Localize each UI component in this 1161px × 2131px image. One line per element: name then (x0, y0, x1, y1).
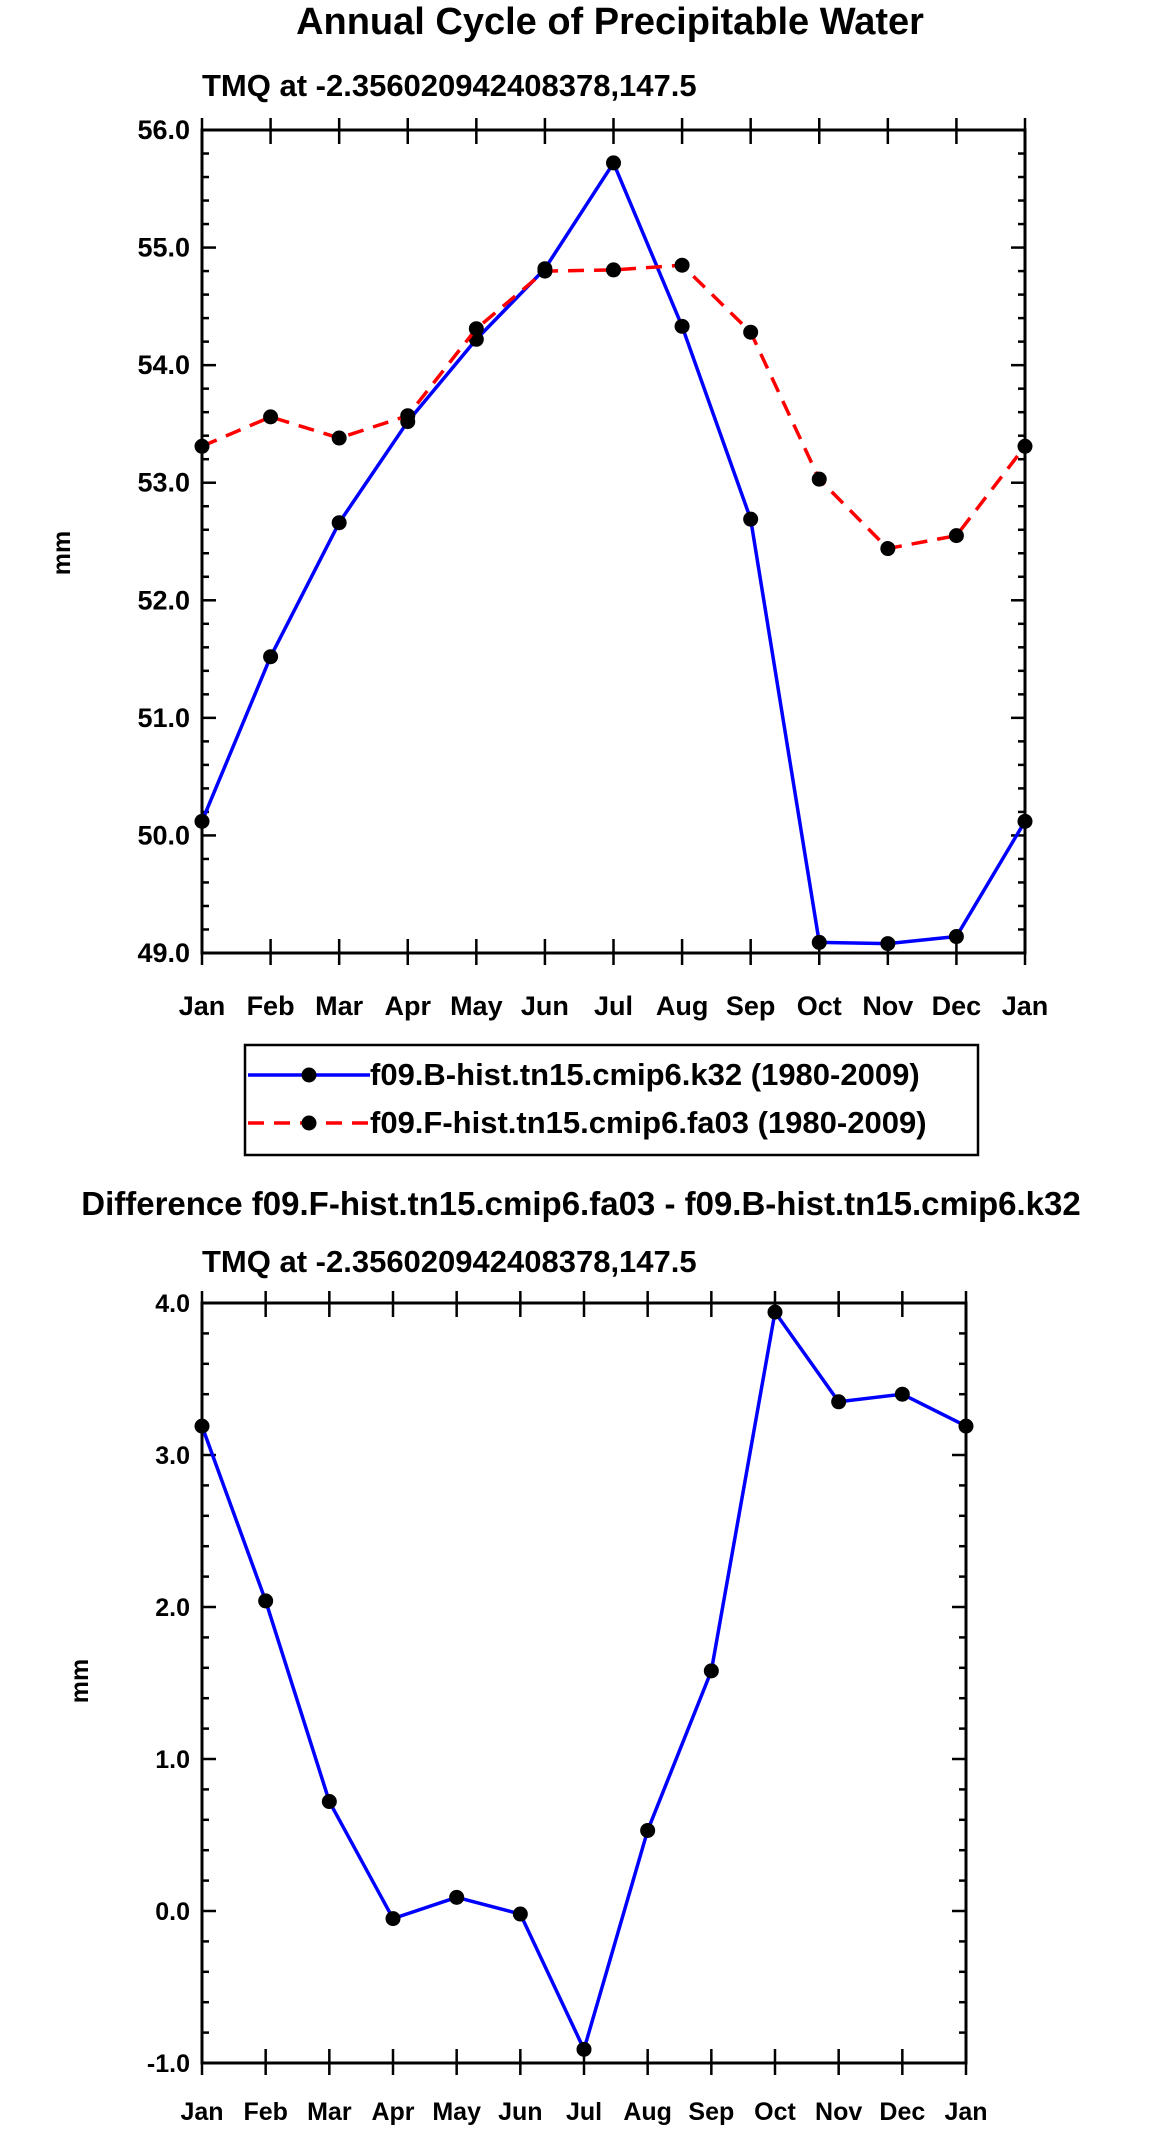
data-point (194, 438, 210, 454)
chart-subtitle: TMQ at -2.356020942408378,147.5 (202, 68, 697, 103)
x-tick-label: Apr (371, 2098, 414, 2126)
x-tick-label: Jul (594, 991, 633, 1021)
y-tick-label: 54.0 (137, 350, 190, 380)
data-point (263, 649, 279, 665)
y-tick-label: 4.0 (155, 1290, 190, 1318)
x-tick-label: Apr (385, 991, 432, 1021)
data-point (674, 257, 690, 273)
data-point (194, 813, 210, 829)
y-tick-label: 2.0 (155, 1594, 190, 1622)
data-point (831, 1394, 847, 1410)
x-tick-label: Jul (566, 2098, 602, 2126)
data-point (703, 1663, 719, 1679)
x-tick-label: Aug (656, 991, 708, 1021)
data-point (811, 934, 827, 950)
data-point (1017, 813, 1033, 829)
data-point (606, 155, 621, 171)
x-tick-label: Jun (498, 2098, 542, 2126)
x-tick-label: May (450, 991, 503, 1021)
data-point (400, 408, 416, 424)
x-tick-label: May (432, 2098, 481, 2126)
data-point (606, 262, 621, 278)
x-tick-label: Jan (944, 2098, 987, 2126)
series-line-0 (200, 1310, 967, 2052)
plot-frame (200, 1301, 968, 2065)
x-tick-label: Mar (307, 2098, 352, 2126)
data-point (263, 409, 279, 425)
y-tick-label: -1.0 (147, 2050, 190, 2078)
x-tick-label: Aug (623, 2098, 672, 2126)
x-tick-label: Feb (247, 991, 295, 1021)
plot-frame (200, 128, 1027, 955)
y-tick-label: 50.0 (137, 820, 190, 850)
y-tick-label: 53.0 (137, 468, 190, 498)
chart-subtitle: TMQ at -2.356020942408378,147.5 (202, 1244, 697, 1279)
chart-title: Annual Cycle of Precipitable Water (296, 1, 924, 43)
data-point (512, 1906, 528, 1922)
x-tick-label: Sep (688, 2098, 734, 2126)
legend-label-b-hist: f09.B-hist.tn15.cmip6.k32 (1980-2009) (370, 1057, 920, 1092)
x-tick-label: Jan (180, 2098, 223, 2126)
data-point (880, 541, 896, 557)
data-point (576, 2041, 592, 2057)
data-point (537, 263, 553, 279)
data-point (385, 1911, 401, 1927)
data-point (640, 1822, 656, 1838)
x-tick-label: Feb (243, 2098, 287, 2126)
data-point (743, 324, 759, 340)
data-point (880, 936, 896, 952)
data-point (767, 1304, 783, 1320)
x-tick-label: Oct (754, 2098, 796, 2126)
data-point (194, 1418, 210, 1434)
y-axis-label: mm (66, 1659, 94, 1703)
data-point (948, 929, 964, 945)
y-tick-label: 1.0 (155, 1746, 190, 1774)
y-tick-label: 55.0 (137, 233, 190, 263)
data-point (449, 1889, 465, 1905)
data-point (258, 1593, 274, 1609)
x-tick-label: Oct (797, 991, 842, 1021)
y-tick-label: 56.0 (137, 115, 190, 145)
difference-chart: Difference f09.F-hist.tn15.cmip6.fa03 - … (66, 1185, 1081, 2126)
x-tick-label: Jan (179, 991, 226, 1021)
y-tick-label: 3.0 (155, 1442, 190, 1470)
y-tick-label: 52.0 (137, 585, 190, 615)
data-point (894, 1386, 910, 1402)
legend-marker-f-hist (301, 1115, 317, 1131)
data-point (948, 528, 964, 544)
y-axis-label: mm (48, 531, 76, 575)
x-tick-label: Dec (879, 2098, 925, 2126)
y-tick-label: 0.0 (155, 1898, 190, 1926)
legend-label-f-hist: f09.F-hist.tn15.cmip6.fa03 (1980-2009) (370, 1105, 927, 1140)
annual-cycle-chart: Annual Cycle of Precipitable Water TMQ a… (48, 1, 1048, 1021)
data-point (468, 321, 484, 337)
x-tick-label: Mar (315, 991, 364, 1021)
data-point (743, 511, 759, 527)
legend: f09.B-hist.tn15.cmip6.k32 (1980-2009) f0… (243, 1043, 980, 1157)
series-line-1 (201, 263, 1027, 551)
data-point (674, 318, 690, 334)
x-tick-label: Nov (862, 991, 913, 1021)
chart-title: Difference f09.F-hist.tn15.cmip6.fa03 - … (81, 1185, 1081, 1222)
x-tick-label: Jun (521, 991, 569, 1021)
data-point (1017, 438, 1033, 454)
x-tick-label: Nov (815, 2098, 862, 2126)
y-tick-label: 49.0 (137, 938, 190, 968)
series-line-0 (200, 161, 1027, 946)
data-point (331, 515, 347, 531)
data-point (331, 430, 347, 446)
data-point (811, 471, 827, 487)
x-tick-label: Dec (932, 991, 982, 1021)
x-tick-label: Sep (726, 991, 776, 1021)
x-tick-label: Jan (1002, 991, 1049, 1021)
legend-box (243, 1043, 980, 1157)
data-point (958, 1418, 974, 1434)
legend-marker-b-hist (301, 1067, 317, 1083)
y-tick-label: 51.0 (137, 703, 190, 733)
data-point (321, 1794, 337, 1810)
